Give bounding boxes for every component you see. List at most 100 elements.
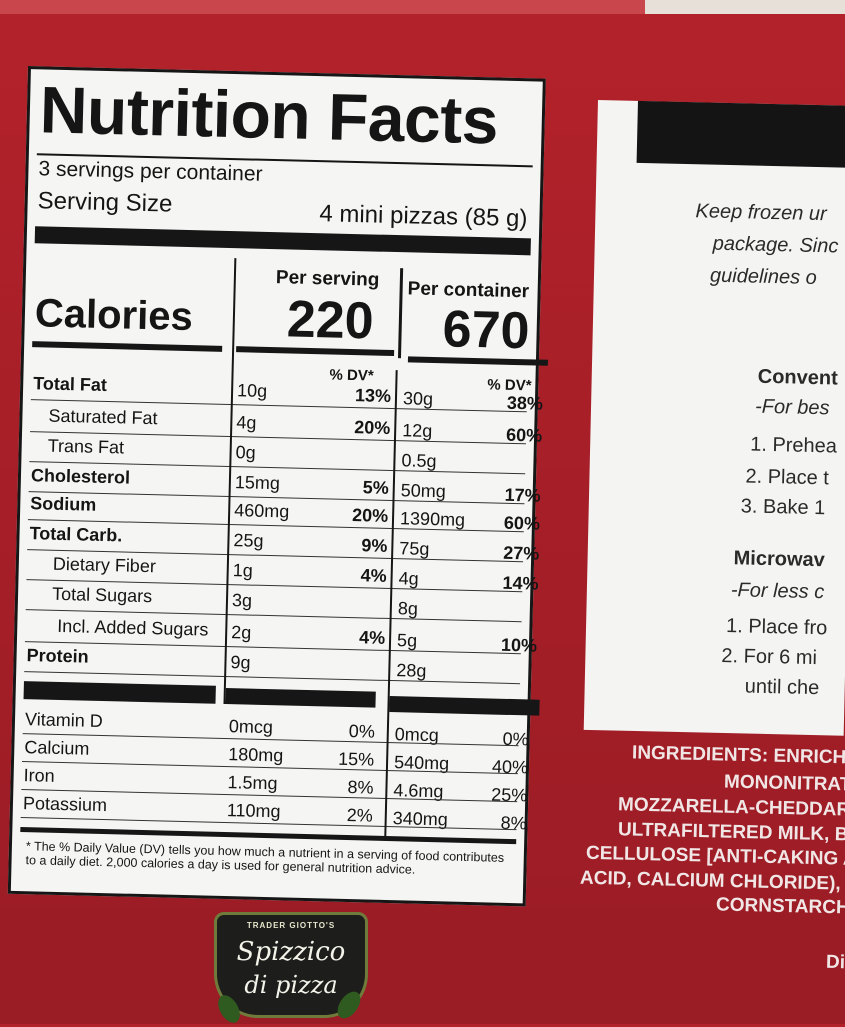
serving-amount: 3g [231,590,253,611]
vitamin-container-dv: 25% [491,784,528,806]
nutrient-label: Dietary Fiber [52,553,157,577]
vitamin-serving-dv: 2% [346,805,374,826]
vitamin-label: Calcium [24,737,90,759]
micro-step2: 2. For 6 mi [721,644,818,670]
serving-dv: 4% [358,627,386,648]
vitamin-bar-container [389,696,540,716]
ingredients-line3: MOZZARELLA-CHEDDAR- [617,794,845,821]
vitamin-container-dv: 8% [500,812,527,834]
vitamin-serving-dv: 0% [348,721,376,742]
calories-per-serving: 220 [286,290,375,351]
serving-dv: 9% [361,535,388,556]
row-rule [24,641,521,655]
nutrient-label: Trans Fat [47,435,125,458]
nutrient-label: Saturated Fat [48,405,158,429]
inst-line3: guidelines o [709,264,818,290]
container-dv [466,602,538,604]
serving-amount: 1g [232,560,254,581]
container-amount: 4g [398,568,419,589]
container-amount: 28g [396,660,427,681]
inst-line1: Keep frozen ur [695,200,827,226]
nutrient-label: Total Fat [33,373,108,396]
vitamin-label: Iron [23,765,55,786]
nutrition-facts-panel: Nutrition Facts 3 servings per container… [7,66,548,907]
vitamin-label: Potassium [22,793,108,816]
nutrient-label: Protein [26,645,89,667]
conv-step1: 1. Prehea [749,433,838,458]
serving-size-value: 4 mini pizzas (85 g) [319,200,528,233]
conventional-sub: -For bes [754,395,830,420]
vitamin-container-dv: 0% [502,728,529,750]
ingredients-line8: Di [825,951,845,974]
ingredients-line4: ULTRAFILTERED MILK, BA [617,819,845,846]
dv-header-serving: % DV* [329,366,374,385]
footnote: * The % Daily Value (DV) tells you how m… [25,839,505,877]
serving-amount: 460mg [233,500,290,522]
nutrient-label: Cholesterol [30,465,131,488]
serving-dv: 20% [351,505,389,526]
container-amount: 50mg [400,480,447,502]
calories-per-container: 670 [441,300,531,361]
container-amount: 8g [397,598,419,619]
serving-dv [322,446,390,448]
vitamin-label: Vitamin D [24,709,103,732]
serving-dv: 4% [360,565,387,586]
container-amount: 12g [401,420,433,441]
micro-step2b: until che [744,675,820,700]
serving-amount: 9g [230,652,251,673]
logo-line1: Spizzico [236,937,346,967]
vitamin-serving-dv: 15% [337,748,375,770]
ingredients-line1: INGREDIENTS: ENRICHE [631,742,845,769]
serving-amount: 10g [236,380,268,401]
vitamin-bar-serving [225,688,376,708]
per-serving-header: Per serving [275,267,380,291]
column-separator [397,268,404,359]
container-amount: 1390mg [399,508,466,530]
logo-line2: di pizza [244,971,338,999]
top-strip [0,0,845,14]
conv-step2: 2. Place t [745,465,830,490]
instructions-panel: Keep frozen ur package. Sinc guidelines … [583,100,845,736]
microwave-sub: -For less c [730,579,825,604]
vitamin-serving-amount: 0mcg [228,716,274,738]
serving-amount: 4g [236,412,257,433]
serving-dv [317,656,385,658]
conv-step3: 3. Bake 1 [740,495,826,520]
nutrient-label: Incl. Added Sugars [57,615,209,640]
nutrition-title: Nutrition Facts [39,72,499,158]
inst-line2: package. Sinc [712,232,839,258]
logo-brand: TRADER GIOTTO'S [246,921,336,930]
microwave-heading: Microwav [733,547,826,572]
serving-dv [318,594,386,596]
instructions-header-band [636,100,845,169]
serving-amount: 2g [230,622,252,643]
container-dv [465,664,537,666]
serving-size-label: Serving Size [37,187,173,218]
servings-per-container: 3 servings per container [38,157,263,186]
ingredients-line5: CELLULOSE [ANTI-CAKING AG [585,842,845,871]
serving-amount: 0g [235,442,256,463]
vitamin-serving-dv: 8% [347,777,374,798]
ingredients-line2: MONONITRAT [723,771,845,796]
nutrient-label: Total Sugars [51,583,153,607]
ingredients-line7: CORNSTARCH, [715,894,845,919]
serving-dv: 20% [353,417,391,438]
vitamin-bar [23,681,216,704]
container-dv [470,454,542,456]
vitamin-container-dv: 40% [491,756,529,778]
nutrient-label: Total Carb. [29,523,123,546]
calories-rule [32,341,223,352]
serving-dv: 5% [362,477,390,498]
container-amount: 75g [399,538,430,559]
container-amount: 30g [402,388,434,409]
container-amount: 0.5g [401,450,437,472]
micro-step1: 1. Place fro [725,615,828,640]
serving-amount: 25g [233,530,264,551]
nutrient-label: Sodium [30,493,97,515]
calories-label: Calories [34,291,194,340]
vitamin-serving-amount: 1.5mg [227,772,278,794]
ingredients-line6: ACID, CALCIUM CHLORIDE), WA [579,867,845,896]
conventional-heading: Convent [757,365,838,390]
serving-dv: 13% [354,385,392,406]
top-strip-light [645,0,845,14]
